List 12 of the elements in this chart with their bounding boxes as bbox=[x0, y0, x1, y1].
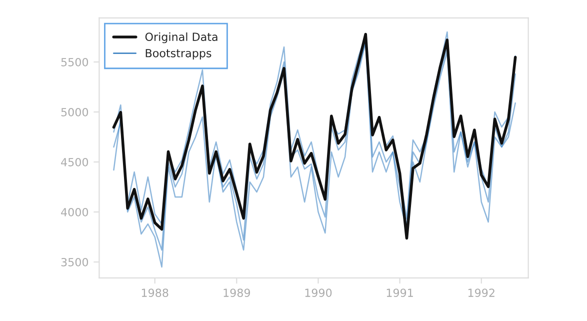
y-tick-label: 3500 bbox=[61, 258, 88, 266]
y-tick-label: 5500 bbox=[61, 58, 88, 66]
y-tick-label: 5000 bbox=[61, 108, 88, 116]
x-tick-label: 1992 bbox=[468, 288, 494, 298]
x-tick-label: 1989 bbox=[224, 288, 250, 298]
y-tick-label: 4500 bbox=[61, 158, 88, 166]
x-tick-label: 1990 bbox=[305, 288, 332, 298]
x-tick-label: 1991 bbox=[386, 288, 413, 298]
y-tick-label: 4000 bbox=[61, 208, 88, 216]
legend-label: Bootstrapps bbox=[146, 49, 212, 60]
x-tick-label: 1988 bbox=[142, 288, 168, 298]
legend-label: Original Data bbox=[145, 32, 218, 44]
